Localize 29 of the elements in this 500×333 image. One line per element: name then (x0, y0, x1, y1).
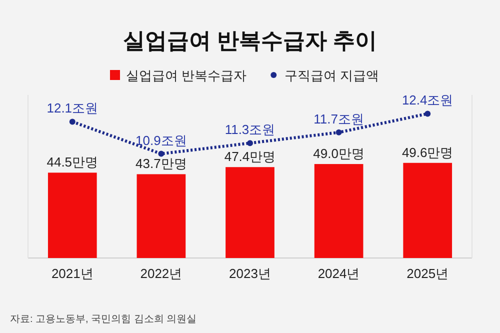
point (424, 110, 431, 117)
bar (48, 172, 97, 258)
text: 자료: 고용노동부, 국민의힘 김소희 의원실 (10, 314, 197, 325)
point (336, 129, 342, 136)
bar (136, 174, 186, 258)
chart-title: 실업급여 반복수급자 추이 (122, 28, 378, 53)
x-tick-label: 2023년 (229, 266, 271, 281)
data-label: 44.5만명 (46, 154, 98, 170)
x-tick-label: 2022년 (140, 266, 182, 281)
data-label: 47.4만명 (224, 149, 276, 164)
point (158, 150, 164, 157)
data-label: 49.0만명 (313, 146, 364, 162)
data-label: 43.7만명 (136, 156, 187, 172)
data-label: 10.9조원 (136, 132, 187, 148)
legend-label: 실업급여 반복수급자 (126, 68, 247, 83)
bar (403, 162, 452, 258)
point (69, 118, 76, 125)
bar (314, 164, 364, 258)
x-tick-label: 2025년 (406, 266, 449, 281)
legend-label: 구직급여 지급액 (284, 68, 380, 83)
data-label: 49.6만명 (402, 144, 454, 160)
x-tick-label: 2024년 (318, 266, 360, 281)
bar (226, 167, 274, 258)
data-label: 12.4조원 (402, 92, 454, 108)
data-label: 12.1조원 (46, 100, 98, 116)
x-tick-label: 2021년 (51, 266, 94, 281)
data-label: 11.7조원 (314, 111, 364, 126)
data-label: 11.3조원 (224, 122, 276, 138)
point (247, 140, 253, 146)
